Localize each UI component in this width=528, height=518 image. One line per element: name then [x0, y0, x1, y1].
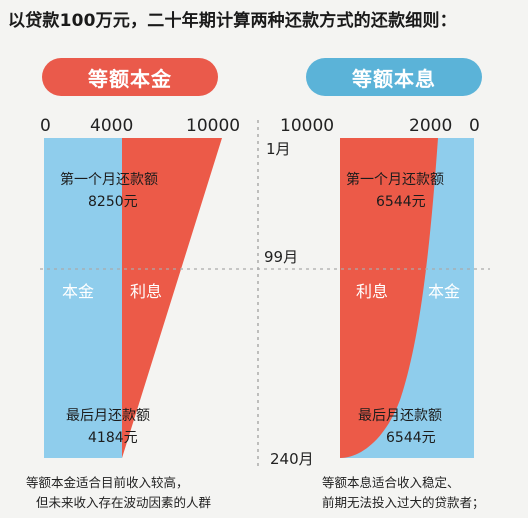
left-first-month-label: 第一个月还款额 — [60, 172, 158, 188]
right-first-month-label: 第一个月还款额 — [346, 172, 444, 188]
month-end-label: 240月 — [270, 450, 314, 468]
left-interest-area — [122, 138, 222, 458]
left-caption-line1: 等额本金适合目前收入较高， — [26, 475, 189, 490]
right-tick-0: 0 — [469, 116, 480, 136]
left-tick-4000: 4000 — [90, 116, 134, 136]
right-principal-label: 本金 — [428, 282, 461, 301]
month-mid-label: 99月 — [264, 248, 299, 266]
left-principal-area — [44, 138, 122, 458]
left-principal-label: 本金 — [62, 282, 95, 301]
page-title: 以贷款100万元，二十年期计算两种还款方式的还款细则： — [8, 11, 457, 31]
equal-principal-pill: 等额本金 — [42, 58, 218, 96]
right-last-month-label: 最后月还款额 — [358, 408, 442, 424]
left-interest-label: 利息 — [130, 282, 163, 301]
left-caption-line2: 但未来收入存在波动因素的人群 — [36, 495, 212, 510]
left-first-month-value: 8250元 — [88, 194, 138, 210]
right-last-month-value: 6544元 — [386, 430, 436, 446]
right-tick-2000: 2000 — [409, 116, 453, 136]
left-tick-0: 0 — [40, 116, 51, 136]
left-tick-10000: 10000 — [186, 116, 241, 136]
right-interest-area — [340, 138, 438, 458]
left-last-month-value: 4184元 — [88, 430, 138, 446]
right-caption-line2: 前期无法投入过大的贷款者； — [322, 495, 485, 510]
left-last-month-label: 最后月还款额 — [66, 408, 150, 424]
right-caption-line1: 等额本息适合收入稳定、 — [322, 475, 460, 490]
right-tick-10000: 10000 — [280, 116, 335, 136]
right-first-month-value: 6544元 — [376, 194, 426, 210]
month-start-label: 1月 — [266, 140, 291, 158]
equal-installment-pill: 等额本息 — [306, 58, 482, 96]
right-interest-label: 利息 — [356, 282, 389, 301]
